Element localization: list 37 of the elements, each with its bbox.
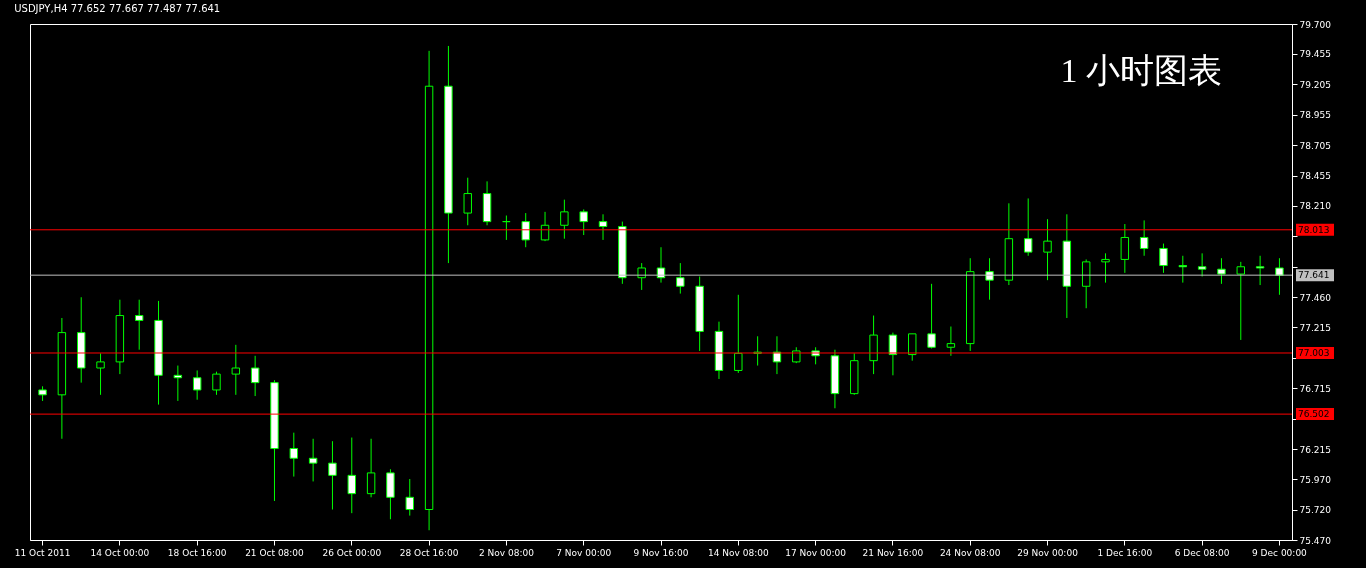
- x-tick-label: 1 Dec 16:00: [1097, 547, 1153, 558]
- y-tick-label: 78.210: [1299, 201, 1332, 212]
- x-tick-label: 17 Nov 00:00: [785, 547, 847, 558]
- y-tick-label: 79.455: [1299, 49, 1331, 60]
- x-tick-label: 14 Oct 00:00: [90, 547, 150, 558]
- x-tick-label: 14 Nov 08:00: [707, 547, 769, 558]
- x-tick-label: 28 Oct 16:00: [399, 547, 459, 558]
- x-tick-label: 9 Nov 16:00: [633, 547, 689, 558]
- ref-line-label: 78.013: [1298, 224, 1330, 235]
- y-tick-label: 77.460: [1299, 292, 1332, 303]
- x-tick-label: 21 Nov 16:00: [862, 547, 924, 558]
- annotation: 1 小时图表: [1060, 52, 1222, 89]
- x-tick-label: 18 Oct 16:00: [167, 547, 227, 558]
- x-tick-label: 24 Nov 08:00: [939, 547, 1001, 558]
- y-tick-label: 75.470: [1299, 535, 1332, 546]
- y-tick-label: 75.720: [1299, 505, 1332, 515]
- y-tick-label: 78.705: [1299, 140, 1331, 151]
- y-tick-label: 78.955: [1299, 110, 1331, 121]
- x-tick-label: 29 Nov 00:00: [1017, 547, 1079, 558]
- ref-line-label: 77.641: [1298, 270, 1330, 281]
- y-tick-label: 77.215: [1299, 322, 1331, 333]
- y-tick-label: 79.205: [1299, 79, 1331, 90]
- y-tick-label: 78.455: [1299, 171, 1331, 182]
- x-tick-label: 6 Dec 08:00: [1174, 547, 1230, 558]
- y-tick-label: 76.715: [1299, 383, 1331, 394]
- ref-line-label: 77.003: [1298, 348, 1330, 358]
- y-tick-label: 79.700: [1299, 19, 1332, 30]
- y-tick-label: 76.215: [1299, 444, 1331, 455]
- x-tick-label: 7 Nov 00:00: [556, 547, 612, 558]
- chart-title: USDJPY,H4 77.652 77.667 77.487 77.641: [14, 3, 221, 14]
- x-tick-label: 11 Oct 2011: [14, 547, 71, 558]
- x-tick-label: 9 Dec 00:00: [1252, 547, 1308, 558]
- x-tick-label: 21 Oct 08:00: [245, 547, 305, 558]
- y-tick-label: 75.970: [1299, 474, 1332, 485]
- x-tick-label: 2 Nov 08:00: [478, 547, 535, 558]
- x-tick-label: 26 Oct 00:00: [322, 547, 382, 558]
- ref-line-label: 76.502: [1298, 409, 1330, 420]
